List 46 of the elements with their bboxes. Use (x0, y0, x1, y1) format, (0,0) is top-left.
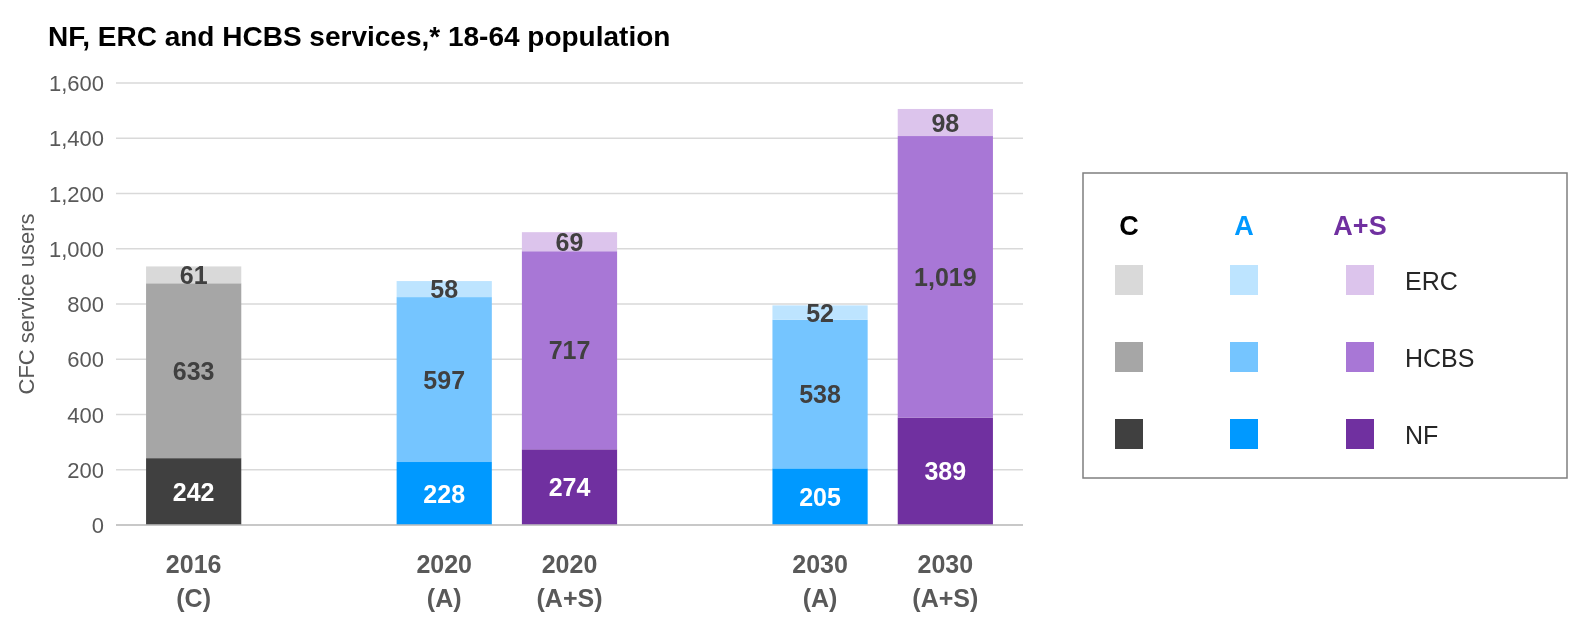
data-label: 274 (548, 473, 591, 502)
chart-title: NF, ERC and HCBS services,* 18-64 population (48, 21, 671, 52)
bar (521, 449, 618, 525)
text: A (1234, 211, 1254, 241)
y-tick-label: 1,600 (48, 71, 104, 96)
bar (897, 417, 993, 525)
x-tick-label: 2030 (A) (792, 550, 848, 612)
text: C (1119, 211, 1139, 241)
data-label: 538 (799, 380, 841, 409)
y-axis-title: CFC service users (14, 213, 39, 395)
legend-label: ERC (1405, 267, 1458, 295)
data-label: 597 (423, 365, 466, 394)
data-label: 389 (924, 457, 967, 486)
text: A+S (1333, 211, 1387, 241)
y-tick-label: 400 (67, 402, 104, 428)
data-label: 633 (172, 356, 215, 385)
legend-label: NF (1405, 421, 1439, 449)
y-tick-label: 600 (67, 347, 104, 373)
bar (772, 468, 868, 525)
data-label: 98 (931, 108, 960, 137)
x-tick-label: 2030 (A+S) (912, 550, 979, 612)
data-label: 61 (179, 260, 208, 289)
bar (897, 136, 993, 418)
y-tick-label: 800 (67, 292, 104, 317)
data-label: 205 (799, 482, 841, 511)
data-label: 69 (555, 227, 584, 256)
bar (521, 251, 618, 450)
bar (146, 458, 242, 525)
x-tick-label: 2016 (C) (165, 550, 222, 612)
bar (396, 297, 492, 463)
data-label: 58 (430, 275, 459, 304)
data-label: 228 (423, 479, 466, 508)
y-tick-label: 1,000 (48, 236, 104, 262)
data-label: 242 (172, 477, 215, 506)
y-tick-label: 1,400 (48, 126, 104, 152)
legend-label: HCBS (1405, 344, 1475, 372)
bar (146, 283, 242, 459)
data-label: 1,019 (914, 262, 977, 291)
data-label: 717 (548, 336, 591, 365)
x-tick-label: 2020 (A+S) (536, 550, 603, 612)
y-tick-label: 1,200 (48, 181, 104, 207)
data-label: 52 (806, 298, 834, 327)
y-tick-label: 0 (91, 513, 104, 538)
x-tick-label: 2020 (A) (416, 550, 473, 612)
bar (396, 462, 492, 525)
y-tick-label: 200 (67, 457, 104, 483)
